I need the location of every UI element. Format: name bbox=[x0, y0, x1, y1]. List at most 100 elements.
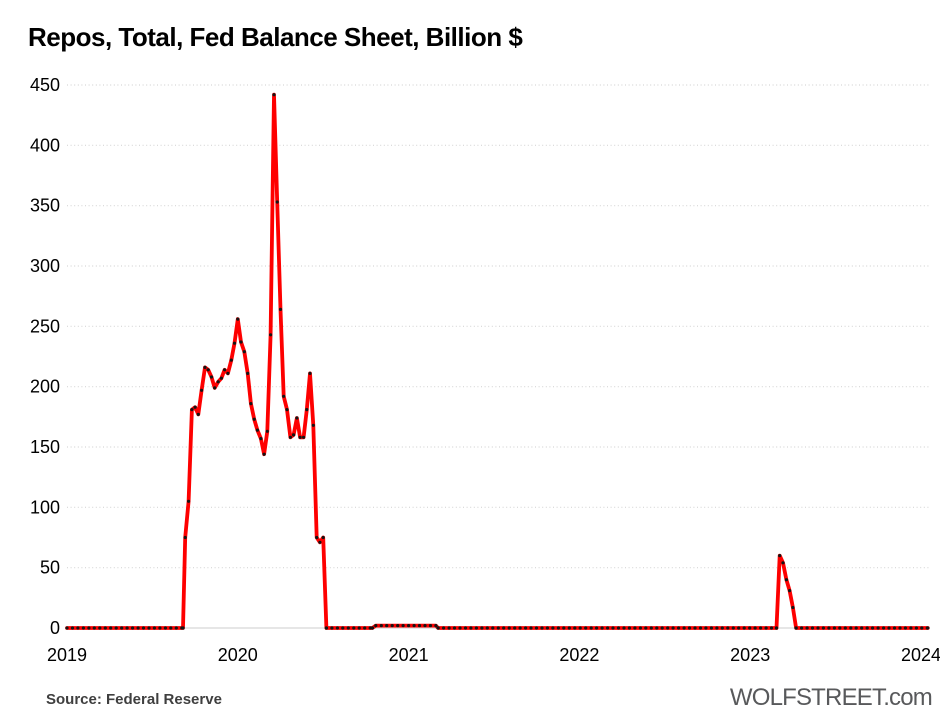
data-point-marker bbox=[666, 626, 670, 630]
data-point-marker bbox=[909, 626, 913, 630]
data-point-marker bbox=[726, 626, 730, 630]
data-point-marker bbox=[816, 626, 820, 630]
data-point-marker bbox=[357, 626, 361, 630]
data-point-marker bbox=[791, 605, 795, 610]
data-point-marker bbox=[305, 408, 309, 412]
data-point-marker bbox=[109, 626, 113, 630]
data-point-marker bbox=[103, 626, 107, 630]
data-point-marker bbox=[265, 429, 269, 433]
data-point-marker bbox=[236, 317, 240, 321]
data-point-marker bbox=[507, 626, 511, 630]
data-point-marker bbox=[368, 626, 372, 630]
x-tick-label: 2019 bbox=[47, 645, 87, 665]
data-point-marker bbox=[379, 624, 383, 628]
data-point-marker bbox=[239, 340, 243, 344]
data-point-marker bbox=[764, 626, 768, 630]
data-point-marker bbox=[627, 626, 632, 630]
data-point-marker bbox=[589, 626, 593, 630]
data-point-marker bbox=[447, 626, 451, 630]
data-point-marker bbox=[633, 626, 637, 630]
y-tick-label: 200 bbox=[30, 377, 60, 397]
data-point-marker bbox=[854, 626, 858, 630]
data-point-marker bbox=[540, 626, 544, 630]
data-point-marker bbox=[125, 626, 129, 630]
data-point-marker bbox=[346, 626, 350, 630]
data-point-marker bbox=[849, 626, 853, 630]
data-point-marker bbox=[573, 626, 577, 630]
data-point-marker bbox=[318, 540, 322, 544]
data-point-marker bbox=[275, 200, 279, 204]
repos-series-line bbox=[65, 92, 930, 630]
data-point-marker bbox=[800, 626, 804, 630]
x-tick-label: 2021 bbox=[389, 645, 429, 665]
data-point-marker bbox=[606, 626, 610, 630]
data-point-marker bbox=[242, 350, 246, 354]
data-point-marker bbox=[720, 626, 724, 630]
data-point-marker bbox=[200, 388, 204, 392]
data-point-marker bbox=[677, 626, 681, 630]
data-point-marker bbox=[898, 626, 902, 630]
data-point-marker bbox=[390, 624, 394, 628]
data-point-marker bbox=[92, 626, 96, 630]
data-point-marker bbox=[442, 626, 446, 630]
data-point-marker bbox=[259, 437, 263, 441]
data-point-marker bbox=[302, 435, 306, 439]
data-point-marker bbox=[838, 626, 842, 630]
data-point-marker bbox=[81, 626, 85, 630]
data-point-marker bbox=[562, 626, 566, 630]
data-point-marker bbox=[551, 626, 555, 630]
x-tick-label: 2023 bbox=[730, 645, 770, 665]
x-tick-label: 2024 bbox=[901, 645, 940, 665]
source-note: Source: Federal Reserve bbox=[46, 691, 222, 708]
data-point-marker bbox=[196, 412, 200, 416]
data-point-marker bbox=[98, 626, 102, 630]
data-point-marker bbox=[206, 368, 210, 372]
data-point-marker bbox=[209, 375, 214, 379]
data-point-marker bbox=[556, 626, 561, 630]
data-point-marker bbox=[407, 624, 411, 628]
y-tick-label: 100 bbox=[30, 497, 60, 517]
data-point-marker bbox=[671, 626, 675, 630]
data-point-marker bbox=[794, 626, 798, 630]
data-point-marker bbox=[748, 626, 752, 630]
data-point-marker bbox=[272, 93, 276, 97]
data-point-marker bbox=[252, 417, 256, 421]
data-point-marker bbox=[141, 626, 146, 630]
x-tick-label: 2020 bbox=[218, 645, 258, 665]
data-point-marker bbox=[278, 307, 283, 311]
data-point-marker bbox=[158, 626, 162, 630]
data-point-marker bbox=[469, 626, 473, 630]
data-point-marker bbox=[147, 626, 151, 630]
data-point-marker bbox=[860, 626, 864, 630]
data-point-marker bbox=[644, 626, 648, 630]
data-point-marker bbox=[821, 626, 826, 630]
data-point-marker bbox=[778, 554, 782, 558]
data-point-marker bbox=[655, 626, 659, 630]
data-point-marker bbox=[341, 626, 345, 630]
data-point-marker bbox=[524, 626, 528, 630]
y-tick-label: 50 bbox=[40, 558, 60, 578]
y-tick-label: 0 bbox=[50, 618, 60, 638]
data-point-marker bbox=[65, 626, 69, 630]
data-point-marker bbox=[638, 626, 643, 630]
data-point-marker bbox=[600, 626, 604, 630]
data-point-marker bbox=[169, 626, 173, 630]
data-point-marker bbox=[545, 626, 550, 630]
data-point-marker bbox=[292, 433, 296, 437]
data-point-marker bbox=[190, 408, 194, 412]
data-point-marker bbox=[693, 626, 697, 630]
data-point-marker bbox=[255, 428, 259, 432]
data-point-marker bbox=[715, 626, 719, 630]
data-point-marker bbox=[298, 435, 302, 439]
data-point-marker bbox=[759, 626, 763, 630]
data-point-marker bbox=[876, 626, 880, 630]
data-point-marker bbox=[926, 626, 930, 630]
data-point-marker bbox=[774, 626, 779, 630]
data-point-marker bbox=[226, 371, 230, 375]
y-tick-label: 300 bbox=[30, 256, 60, 276]
data-point-marker bbox=[87, 626, 91, 630]
data-point-marker bbox=[187, 499, 191, 503]
data-point-marker bbox=[163, 626, 167, 630]
data-point-marker bbox=[183, 535, 187, 540]
data-point-marker bbox=[616, 626, 621, 630]
